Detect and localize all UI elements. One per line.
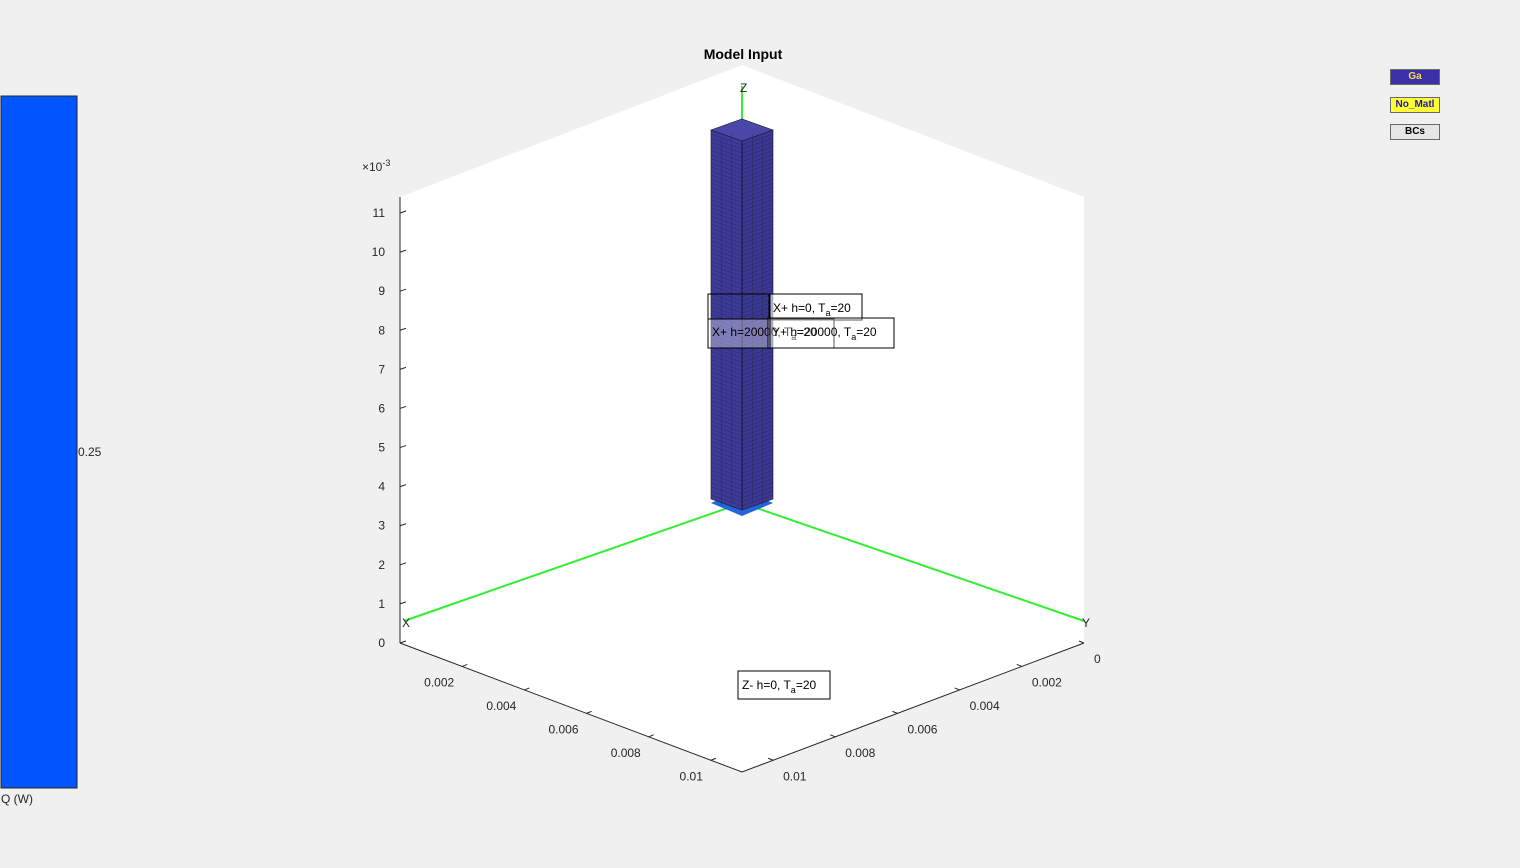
z-exponent: ×10-3 <box>362 158 390 174</box>
axis-ticks: 0 1 2 3 4 5 6 7 8 9 10 11 0.002 0.004 0.006 0.008 0.01 0 0… <box>372 206 1101 783</box>
y-tick-label: 0 <box>1094 652 1101 666</box>
y-tick <box>830 734 836 738</box>
z-tick-label: 8 <box>378 323 385 337</box>
y-tick-label: 0.006 <box>907 722 937 736</box>
z-tick-label: 7 <box>378 362 385 376</box>
z-axis-label: Z <box>740 81 747 95</box>
z-tick <box>399 327 407 331</box>
z-tick <box>399 640 407 644</box>
x-tick <box>461 663 468 667</box>
ga-material-button[interactable]: Ga <box>1390 69 1440 85</box>
y-tick-label: 0.004 <box>970 699 1000 713</box>
z-tick-label: 6 <box>378 401 385 415</box>
x-tick <box>648 734 654 738</box>
z-tick <box>399 601 407 605</box>
svg-text:Z- h=0, Ta=20: Z- h=0, Ta=20 <box>742 678 816 695</box>
x-axis-label: X <box>402 616 410 630</box>
bcs-button[interactable]: BCs <box>1390 124 1440 140</box>
block-top-face <box>710 118 774 142</box>
y-tick <box>954 687 960 691</box>
x-tick <box>524 687 530 691</box>
y-axis-label: Y <box>1082 616 1090 630</box>
block-mesh <box>710 133 774 510</box>
z-tick <box>399 249 407 253</box>
no-matl-button[interactable]: No_Matl <box>1390 97 1440 113</box>
z-tick-label: 0 <box>378 636 385 650</box>
z-tick <box>399 523 407 527</box>
bc-annotation-y-plus-h20000: Y+ h=20000, Ta=20 <box>767 317 895 349</box>
x-tick <box>710 757 717 761</box>
y-axis-line <box>741 502 1085 622</box>
z-tick <box>399 445 407 449</box>
y-tick <box>1016 663 1023 667</box>
z-tick <box>399 366 407 370</box>
z-tick-label: 3 <box>378 519 385 533</box>
x-tick <box>586 710 592 714</box>
y-tick-label: 0.002 <box>1032 675 1062 689</box>
z-tick-label: 9 <box>378 284 385 298</box>
model-block[interactable] <box>710 118 774 516</box>
svg-text:Y+ h=20000, Ta=20: Y+ h=20000, Ta=20 <box>772 325 877 342</box>
x-tick-label: 0.01 <box>680 769 704 783</box>
y-tick <box>767 757 774 761</box>
chart-title: Model Input <box>704 46 783 62</box>
colorbar-label: Q (W) <box>1 792 33 806</box>
bc-annotation-x-plus-h0: X+ h=0, Ta=20 <box>768 293 863 321</box>
x-tick-label: 0.004 <box>486 699 516 713</box>
y-tick-label: 0.01 <box>783 769 807 783</box>
annotation-overlap-frame <box>707 293 771 349</box>
z-tick <box>399 210 407 214</box>
z-tick-label: 5 <box>378 441 385 455</box>
z-tick-label: 4 <box>378 480 385 494</box>
bc-annotation-z-minus: Z- h=0, Ta=20 <box>737 670 831 700</box>
y-tick-label: 0.008 <box>845 746 875 760</box>
z-tick <box>399 484 407 488</box>
z-tick <box>399 562 407 566</box>
colorbar-tick-label: 0.25 <box>78 445 102 459</box>
y-tick <box>892 710 898 714</box>
colorbar <box>0 95 78 789</box>
x-tick-label: 0.002 <box>424 675 454 689</box>
x-tick-label: 0.008 <box>611 746 641 760</box>
z-tick-label: 1 <box>378 597 385 611</box>
y-tick <box>1078 640 1085 644</box>
axes-3d[interactable]: 0 1 2 3 4 5 6 7 8 9 10 11 0.002 0.004 0.006 0.008 0.01 0 0… <box>362 65 1101 783</box>
svg-text:X+ h=20000, Ta=20: X+ h=20000, Ta=20 <box>712 325 817 342</box>
x-axis-line <box>403 502 743 622</box>
z-tick-label: 10 <box>372 245 386 259</box>
z-tick-label: 11 <box>373 206 386 220</box>
axes-box-edge-bottom <box>399 642 1085 773</box>
z-tick <box>399 405 407 409</box>
z-tick-label: 2 <box>378 558 385 572</box>
x-tick-label: 0.006 <box>549 722 579 736</box>
svg-text:X+ h=0, Ta=20: X+ h=0, Ta=20 <box>773 301 851 318</box>
z-tick <box>399 288 407 292</box>
